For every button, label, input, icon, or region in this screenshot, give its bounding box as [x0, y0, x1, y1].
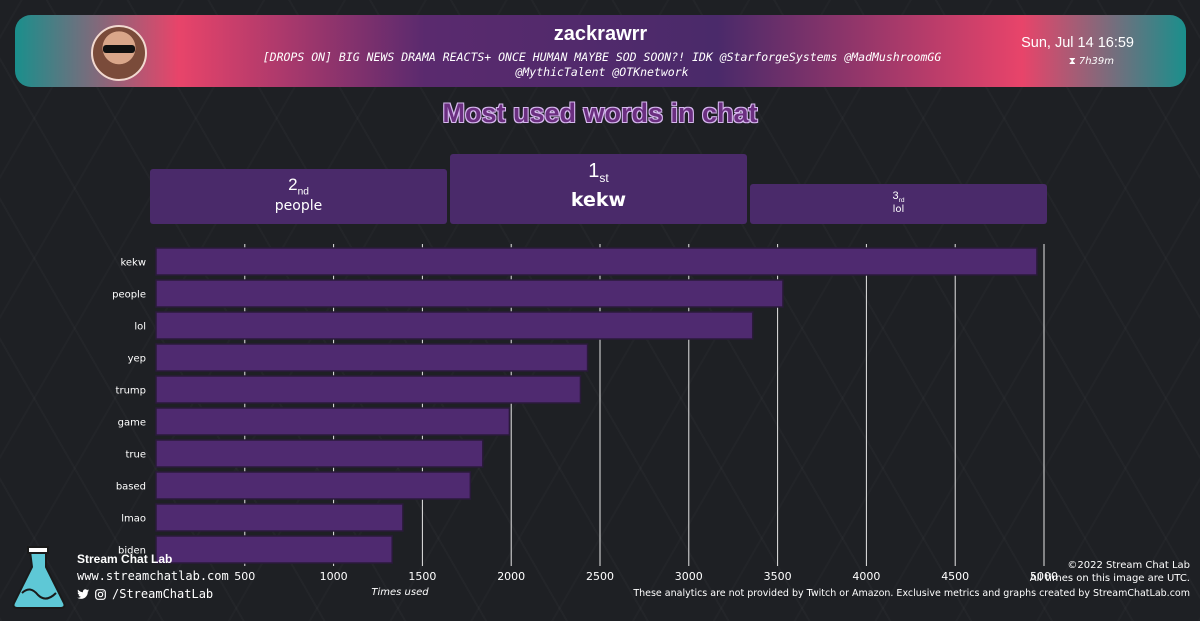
- category-label-game: game: [118, 418, 146, 429]
- social-handles[interactable]: /StreamChatLab: [77, 587, 213, 601]
- tick-label-4000: 4000: [852, 570, 880, 583]
- podium-first-num: 1: [588, 160, 600, 182]
- podium-second: 2nd people: [150, 169, 447, 224]
- hourglass-icon: ⧗: [1068, 56, 1076, 67]
- tick-label-2500: 2500: [586, 570, 614, 583]
- category-label-lol: lol: [134, 322, 146, 333]
- stream-title: [DROPS ON] BIG NEWS DRAMA REACTS+ ONCE H…: [245, 50, 959, 80]
- brand-name: Stream Chat Lab: [77, 552, 173, 566]
- bar-lmao: [155, 503, 404, 532]
- category-label-based: based: [116, 482, 146, 493]
- avatar: [91, 25, 147, 81]
- category-label-people: people: [112, 290, 146, 301]
- category-label-yep: yep: [128, 354, 146, 365]
- stream-header: zackrawrr [DROPS ON] BIG NEWS DRAMA REAC…: [15, 15, 1186, 87]
- podium-first-rank: 1st: [450, 160, 747, 185]
- tick-label-3500: 3500: [764, 570, 792, 583]
- bar-people: [155, 279, 784, 308]
- category-label-lmao: lmao: [121, 514, 146, 525]
- podium-third-word: lol: [892, 204, 905, 216]
- bar-biden: [155, 535, 393, 564]
- podium-second-num: 2: [288, 175, 298, 194]
- category-label-trump: trump: [116, 386, 146, 397]
- podium-first: 1st kekw: [450, 154, 747, 224]
- podium-third: 3rd lol: [750, 184, 1047, 224]
- tick-label-5000: 5000: [1030, 570, 1058, 583]
- podium-second-word: people: [274, 198, 323, 215]
- category-label-biden: biden: [118, 546, 146, 557]
- streamer-name: zackrawrr: [553, 23, 648, 45]
- stream-duration: ⧗ 7h39m: [1069, 56, 1114, 67]
- podium-third-suffix: rd: [898, 197, 905, 205]
- tick-label-3000: 3000: [675, 570, 703, 583]
- bar-based: [155, 471, 472, 500]
- bar-game: [155, 407, 511, 436]
- timezone-note: All times on this image are UTC.: [1029, 573, 1190, 584]
- website-link[interactable]: www.streamchatlab.com: [77, 569, 229, 583]
- bar-trump: [155, 375, 582, 404]
- stream-title-line-1: [DROPS ON] BIG NEWS DRAMA REACTS+ ONCE H…: [262, 50, 942, 64]
- x-axis-title: Times used: [371, 587, 429, 598]
- podium-third-rank: 3rd: [750, 190, 1047, 204]
- stream-title-line-2: @MythicTalent @OTKnetwork: [515, 65, 689, 79]
- copyright: ©2022 Stream Chat Lab All times on this …: [1030, 559, 1190, 585]
- bar-yep: [155, 343, 589, 372]
- disclaimer: These analytics are not provided by Twit…: [633, 588, 1190, 599]
- category-label-kekw: kekw: [120, 258, 146, 269]
- tick-label-1000: 1000: [320, 570, 348, 583]
- tick-label-500: 500: [234, 570, 255, 583]
- podium-first-word: kekw: [570, 189, 627, 211]
- tick-label-2000: 2000: [497, 570, 525, 583]
- tick-label-1500: 1500: [408, 570, 436, 583]
- podium-first-suffix: st: [599, 171, 609, 185]
- copyright-text: ©2022 Stream Chat Lab: [1067, 560, 1190, 571]
- category-label-true: true: [125, 450, 146, 461]
- twitter-icon: [77, 588, 89, 599]
- page-title: Most used words in chat: [442, 98, 758, 128]
- instagram-icon: [95, 588, 106, 600]
- bar-true: [155, 439, 484, 468]
- podium-second-rank: 2nd: [150, 175, 447, 197]
- bar-kekw: [155, 247, 1038, 276]
- social-handle: /StreamChatLab: [112, 587, 214, 601]
- duration-value: 7h39m: [1078, 56, 1114, 67]
- stream-date: Sun, Jul 14 16:59: [1021, 35, 1134, 51]
- podium-third-num: 3: [892, 190, 899, 202]
- tick-label-4500: 4500: [941, 570, 969, 583]
- podium-second-suffix: nd: [297, 186, 309, 198]
- bar-lol: [155, 311, 754, 340]
- flask-logo-icon: [12, 546, 66, 609]
